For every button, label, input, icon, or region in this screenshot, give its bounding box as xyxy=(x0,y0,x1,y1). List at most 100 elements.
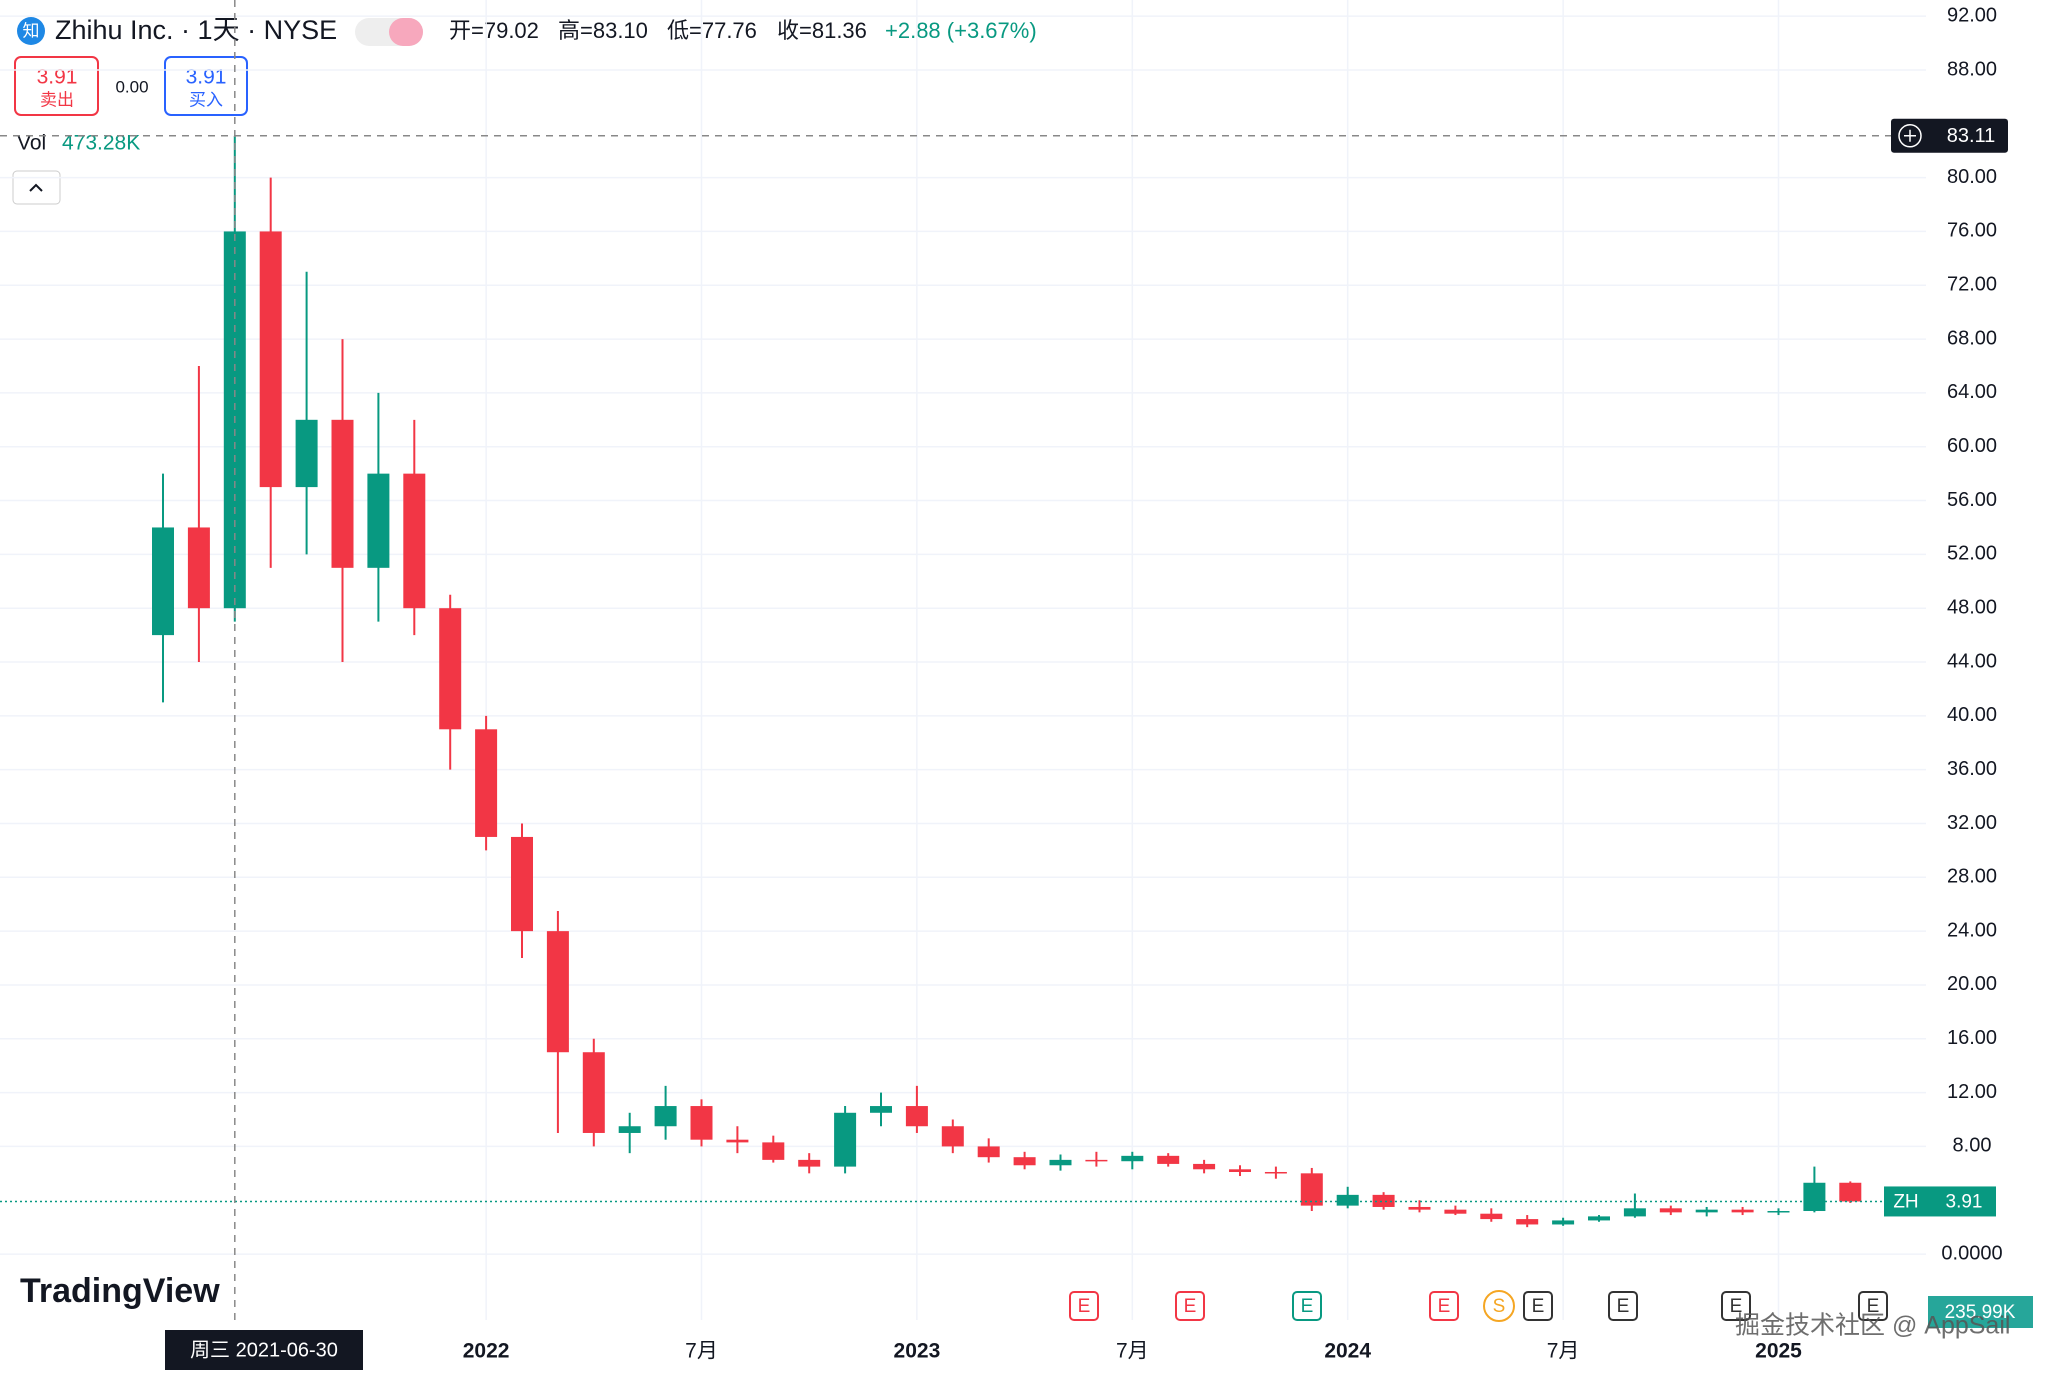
y-tick-label: 8.00 xyxy=(1953,1135,1992,1157)
candle-body xyxy=(726,1139,749,1143)
last-price: 3.91 xyxy=(1946,1191,1983,1212)
change: +2.88 (+3.67%) xyxy=(885,18,1037,43)
candle-body xyxy=(1839,1182,1862,1202)
y-tick-label: 28.00 xyxy=(1947,866,1997,888)
candle-body xyxy=(1157,1155,1180,1164)
buy-button[interactable] xyxy=(164,56,248,116)
crosshair-date-box xyxy=(165,1330,363,1370)
event-label: E xyxy=(1617,1296,1630,1317)
candle-body xyxy=(331,419,354,568)
y-tick-label: 32.00 xyxy=(1947,812,1997,834)
vol-last: 235.99K xyxy=(1945,1302,2016,1323)
candle-body xyxy=(1049,1159,1072,1166)
event-badge xyxy=(1069,1291,1099,1321)
logo: 知 xyxy=(23,21,40,40)
candle-body xyxy=(941,1126,964,1147)
y-tick-label: 40.00 xyxy=(1947,704,1997,726)
sell-price: 3.91 xyxy=(37,66,78,89)
candle-body xyxy=(1193,1163,1216,1170)
event-badge xyxy=(1483,1290,1515,1322)
vol-label: Vol xyxy=(17,132,46,155)
y-tick-label: 24.00 xyxy=(1947,919,1997,941)
collapse-button[interactable] xyxy=(12,170,61,205)
candle-body xyxy=(1552,1220,1575,1225)
crosshair-price-box xyxy=(1891,118,2008,153)
y-tick-label: 64.00 xyxy=(1947,381,1997,403)
last-symbol: ZH xyxy=(1893,1191,1918,1212)
candle-body xyxy=(403,473,426,609)
candle-body xyxy=(618,1126,641,1133)
event-badge xyxy=(1292,1291,1322,1321)
candle-body xyxy=(1623,1208,1646,1217)
y-tick-label: 48.00 xyxy=(1947,596,1997,618)
candle-body xyxy=(1731,1209,1754,1213)
event-label: E xyxy=(1078,1296,1091,1317)
candle-body xyxy=(582,1052,605,1133)
y-tick-label: 20.00 xyxy=(1947,973,1997,995)
ohlc-open: 开=79.02 xyxy=(449,18,539,43)
candle-body xyxy=(1659,1208,1682,1213)
x-tick-label: 2024 xyxy=(1324,1340,1371,1363)
plot: 0.0000 8.00 12.00 16.00 20.00 24.00 28.00 32.00… xyxy=(0,0,2008,1370)
y-tick-label: 88.00 xyxy=(1947,58,1997,80)
candle-body xyxy=(367,473,390,568)
candle-body xyxy=(1516,1219,1539,1225)
y-tick-label: 36.00 xyxy=(1947,758,1997,780)
y-tick-label: 72.00 xyxy=(1947,274,1997,296)
candle-body xyxy=(798,1159,821,1167)
sell-button[interactable] xyxy=(14,56,99,116)
candle-body xyxy=(1695,1209,1718,1213)
candle-body xyxy=(1480,1213,1503,1220)
candle-body xyxy=(1121,1155,1144,1162)
y-tick-label: 68.00 xyxy=(1947,327,1997,349)
candle-body xyxy=(1229,1169,1251,1172)
candle-body xyxy=(1013,1157,1036,1166)
chevron xyxy=(29,183,43,192)
x-tick-label: 2025 xyxy=(1755,1340,1802,1363)
ohlc-low: 低=77.76 xyxy=(667,18,757,43)
candle-body xyxy=(1264,1171,1287,1174)
event-badge xyxy=(1608,1291,1638,1321)
candle-body xyxy=(546,931,569,1053)
ohlc-high: 高=83.10 xyxy=(558,18,648,43)
event-badge xyxy=(1858,1291,1888,1321)
event-label: S xyxy=(1493,1296,1506,1317)
candle-body xyxy=(1372,1194,1395,1207)
buy-label: 买入 xyxy=(189,90,223,109)
toggle-on[interactable] xyxy=(389,18,423,46)
event-label: E xyxy=(1184,1296,1197,1317)
x-tick-label: 7月 xyxy=(1547,1340,1580,1363)
candle-body xyxy=(439,608,462,730)
candle-body xyxy=(1444,1209,1467,1214)
logo-bg xyxy=(17,17,45,45)
candle-body xyxy=(654,1106,677,1127)
y-tick-label: 56.00 xyxy=(1947,489,1997,511)
candle-body xyxy=(511,836,533,932)
x-tick-label: 2023 xyxy=(894,1340,941,1363)
y-tick-label: 12.00 xyxy=(1947,1081,1997,1103)
candle-body xyxy=(834,1112,857,1167)
candle-body xyxy=(977,1146,1000,1158)
event-badge xyxy=(1175,1291,1205,1321)
candle-body xyxy=(870,1106,892,1113)
last-price-box xyxy=(1884,1186,1996,1217)
candle-body xyxy=(690,1106,713,1140)
x-tick-label: 7月 xyxy=(685,1340,718,1363)
event-label: E xyxy=(1301,1296,1314,1317)
add-icon xyxy=(1898,124,1922,148)
candle-body xyxy=(1300,1173,1323,1206)
sell-label: 卖出 xyxy=(40,90,74,109)
event-badge xyxy=(1523,1291,1553,1321)
event-label: E xyxy=(1730,1296,1743,1317)
candle-body xyxy=(1767,1211,1790,1213)
event-badge xyxy=(1721,1291,1751,1321)
y-tick-label: 76.00 xyxy=(1947,220,1997,242)
y-tick-label: 60.00 xyxy=(1947,435,1997,457)
symbol[interactable]: Zhihu Inc. · 1天 · NYSE xyxy=(55,15,337,45)
brand: TradingView xyxy=(20,1272,220,1310)
y-tick-label: 80.00 xyxy=(1947,166,1997,188)
y-tick-label: 0.0000 xyxy=(1941,1242,2002,1264)
x-tick-label: 2022 xyxy=(463,1340,510,1363)
